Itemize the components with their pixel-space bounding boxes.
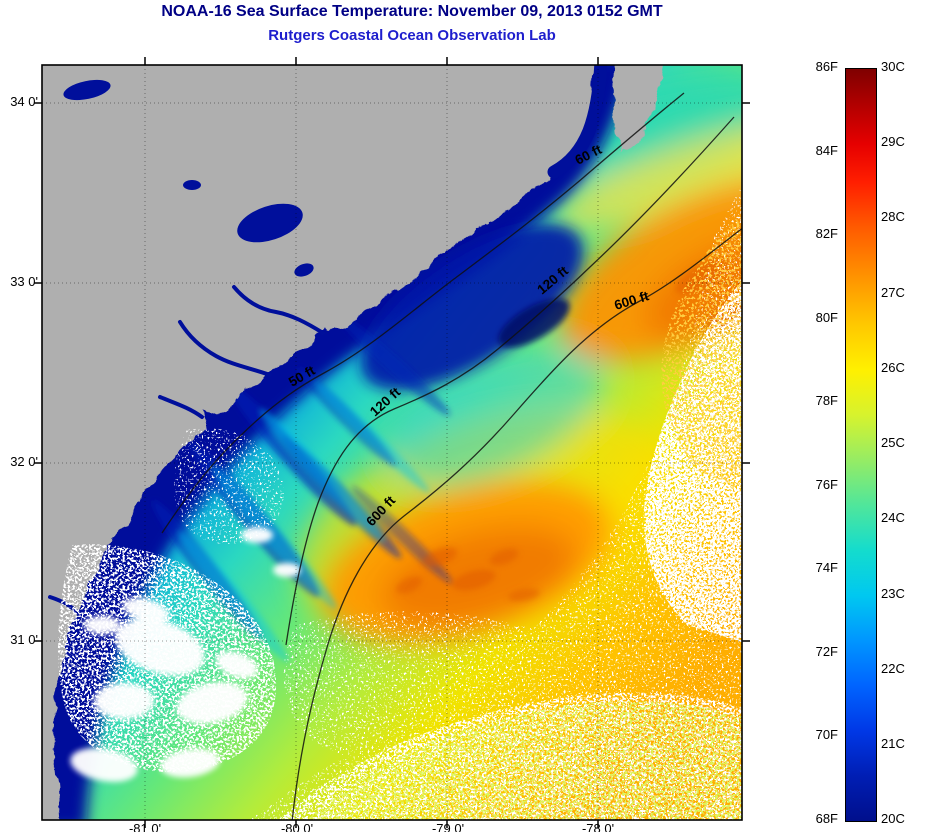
map-frame [41, 64, 743, 821]
lat-tick-label: 32 0' [10, 454, 38, 469]
colorbar-f-label: 72F [815, 644, 838, 659]
lon-tick-label: -79 0' [431, 821, 465, 832]
grid-lines [42, 65, 742, 820]
colorbar-f-label: 68F [815, 811, 838, 826]
lat-tick-label: 31 0' [10, 632, 38, 647]
colorbar-c-label: 23C [881, 586, 905, 601]
sst-map: 60 ft 120 ft 600 ft 50 ft 120 ft 600 ft [34, 57, 750, 828]
colorbar-f-label: 78F [815, 393, 838, 408]
colorbar-f-label: 82F [815, 226, 838, 241]
colorbar-c-label: 27C [881, 285, 905, 300]
colorbar-f-label: 70F [815, 727, 838, 742]
cold-tongue [360, 223, 584, 391]
colorbar-c-label: 21C [881, 736, 905, 751]
lon-tick-label: -80 0' [280, 821, 314, 832]
colorbar-c-label: 25C [881, 435, 905, 450]
river-channel [547, 65, 608, 179]
colorbar-f-label: 86F [815, 59, 838, 74]
page-subtitle: Rutgers Coastal Ocean Observation Lab [268, 27, 556, 44]
colorbar-c-label: 28C [881, 209, 905, 224]
lat-tick-label: 33 0' [10, 274, 38, 289]
cold-core [498, 298, 570, 348]
colorbar-f-label: 76F [815, 477, 838, 492]
depth-contours [161, 92, 742, 820]
colorbar-gradient [845, 68, 877, 822]
colorbar-c-label: 29C [881, 134, 905, 149]
colorbar-f-label: 84F [815, 143, 838, 158]
land-shape [42, 65, 663, 820]
colorbar-c-label: 30C [881, 59, 905, 74]
speckle-layer [57, 185, 742, 820]
lat-tick-label: 34 0' [10, 94, 38, 109]
inland-water [48, 65, 608, 615]
colorbar-c-label: 20C [881, 811, 905, 826]
axis-ticks [34, 57, 750, 828]
colorbar-f-label: 74F [815, 560, 838, 575]
colorbar-c-label: 24C [881, 510, 905, 525]
colorbar-c-label: 26C [881, 360, 905, 375]
colorbar-f-label: 80F [815, 310, 838, 325]
colorbar-c-label: 22C [881, 661, 905, 676]
page-title: NOAA-16 Sea Surface Temperature: Novembe… [161, 3, 663, 20]
